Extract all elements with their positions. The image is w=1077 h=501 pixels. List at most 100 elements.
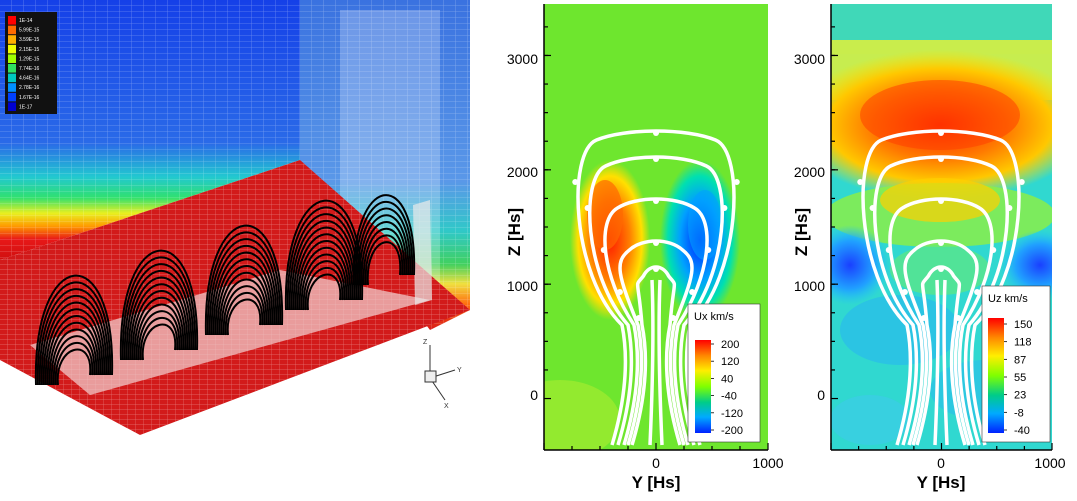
- field-line-arc: [212, 251, 276, 336]
- colorbar-label: 1E-14: [19, 18, 33, 24]
- field-line-arrow: [689, 289, 696, 295]
- field-line-arc: [123, 263, 195, 361]
- field-line-arrow: [920, 315, 927, 321]
- field-line-arrow: [616, 289, 623, 295]
- legend-label: -40: [721, 391, 737, 403]
- colorbar-label: 2.78E-16: [19, 85, 40, 91]
- uz-ytick-2000: 2000: [794, 164, 825, 180]
- colorbar-swatch: [8, 64, 16, 73]
- chart-ux: 3000 2000 1000 0 0 1000 Y [Hs] Z [Hs] Ux…: [505, 4, 784, 492]
- ux-xtick-0: 0: [652, 455, 660, 471]
- colorbar-label: 1E-17: [19, 104, 33, 110]
- field-line-arc: [131, 290, 187, 361]
- triad-z-label: Z: [423, 339, 428, 346]
- field-line-arc: [216, 265, 272, 336]
- panel-3d: 1E-14 5.99E-15 3.59E-15 2.15E-15 1.29E-15 7.7…: [0, 0, 470, 435]
- field-line-arrow: [653, 130, 659, 136]
- field-line-arrow: [635, 315, 642, 321]
- field-line-arc: [52, 335, 96, 386]
- legend-label: 118: [1014, 337, 1032, 349]
- uz-legend: Uz km/s 150 118 87 55 23 -8 -40: [981, 285, 1051, 443]
- field-line-arrow: [584, 205, 591, 211]
- field-line-arc: [137, 310, 181, 361]
- field-line-arrow: [653, 198, 659, 204]
- colorbar-swatch: [8, 16, 16, 25]
- field-line-arc: [34, 274, 114, 386]
- colorbar-swatch: [8, 102, 16, 111]
- field-line-arc: [218, 271, 270, 336]
- legend-label: 120: [721, 356, 739, 368]
- field-line-arrow: [733, 179, 740, 185]
- field-line-arc: [204, 224, 284, 336]
- colorbar-label: 5.99E-15: [19, 28, 40, 34]
- colorbar-swatch: [8, 92, 16, 102]
- field-line-arrow: [721, 205, 728, 211]
- field-line-arrow: [670, 315, 677, 321]
- field-line-arc: [222, 285, 266, 336]
- ux-field-lines: [572, 129, 740, 446]
- field-line-arc: [358, 214, 410, 286]
- uz-xlabel: Y [Hs]: [917, 473, 966, 492]
- ux-legend-gradient: [695, 340, 711, 433]
- field-line-arc: [362, 227, 406, 286]
- field-line-arc: [42, 301, 106, 386]
- field-line-arrow: [572, 179, 579, 185]
- field-line-arc: [226, 298, 262, 336]
- field-line-arrow: [857, 179, 864, 185]
- colorbar-label: 1.29E-15: [19, 56, 40, 62]
- uz-legend-gradient: [988, 318, 1004, 433]
- legend-label: -8: [1014, 407, 1024, 419]
- colorbar-label: 4.64E-16: [19, 76, 40, 82]
- field-line-arrow: [955, 315, 962, 321]
- field-line-arc: [44, 308, 104, 386]
- field-line-arrow: [990, 247, 997, 253]
- field-line-arrow: [938, 266, 944, 272]
- legend-label: -200: [721, 425, 743, 437]
- field-line-arc: [356, 207, 412, 286]
- field-line-arc: [210, 245, 278, 336]
- field-line-arc: [48, 321, 100, 386]
- uz-ytick-1000: 1000: [794, 278, 825, 294]
- ux-xtick-1000: 1000: [752, 455, 783, 471]
- ux-ytick-1000: 1000: [507, 278, 538, 294]
- ux-ytick-3000: 3000: [507, 51, 538, 67]
- colorbar-swatch: [8, 25, 16, 35]
- legend-label: 40: [721, 373, 733, 385]
- field-line-arrow: [653, 240, 659, 246]
- cut-plane: [30, 270, 430, 395]
- ux-ylabel: Z [Hs]: [505, 208, 524, 256]
- field-line-arc: [220, 278, 268, 336]
- field-line: [933, 279, 940, 446]
- uz-ytick-0: 0: [817, 387, 825, 403]
- field-line-arrow: [938, 156, 944, 162]
- field-line-arrow: [653, 156, 659, 162]
- field-line: [648, 279, 655, 446]
- uz-xtick-0: 0: [937, 455, 945, 471]
- field-line-arc: [139, 317, 179, 361]
- field-line-arc: [366, 241, 402, 286]
- legend-label: -120: [721, 408, 743, 420]
- field-line-arc: [360, 221, 408, 286]
- colorbar-label: 1.67E-16: [19, 95, 40, 101]
- colorbar-swatch: [8, 35, 16, 44]
- colorbar-swatch: [8, 54, 16, 63]
- colorbar-swatch: [8, 83, 16, 92]
- field-line-arc: [298, 246, 350, 311]
- field-line-arc: [352, 194, 416, 286]
- field-line-arrow: [974, 289, 981, 295]
- field-line-arc: [119, 249, 199, 361]
- colorbar-label: 3.59E-15: [19, 37, 40, 43]
- colorbar-label: 7.74E-16: [19, 66, 40, 72]
- field-line-arc: [206, 231, 282, 336]
- field-line: [942, 279, 949, 446]
- chart-uz: 3000 2000 1000 0 0 1000 Y [Hs] Z [Hs] Uz…: [792, 4, 1066, 492]
- field-line-arc: [364, 234, 404, 286]
- field-line-arrow: [901, 289, 908, 295]
- uz-ylabel: Z [Hs]: [792, 208, 811, 256]
- field-line-arc: [296, 240, 352, 311]
- field-line-arrow: [885, 247, 892, 253]
- field-line-arc: [141, 323, 177, 361]
- field-line-arc: [38, 288, 110, 386]
- field-line-arrow: [653, 266, 659, 272]
- field-line-arc: [125, 270, 193, 361]
